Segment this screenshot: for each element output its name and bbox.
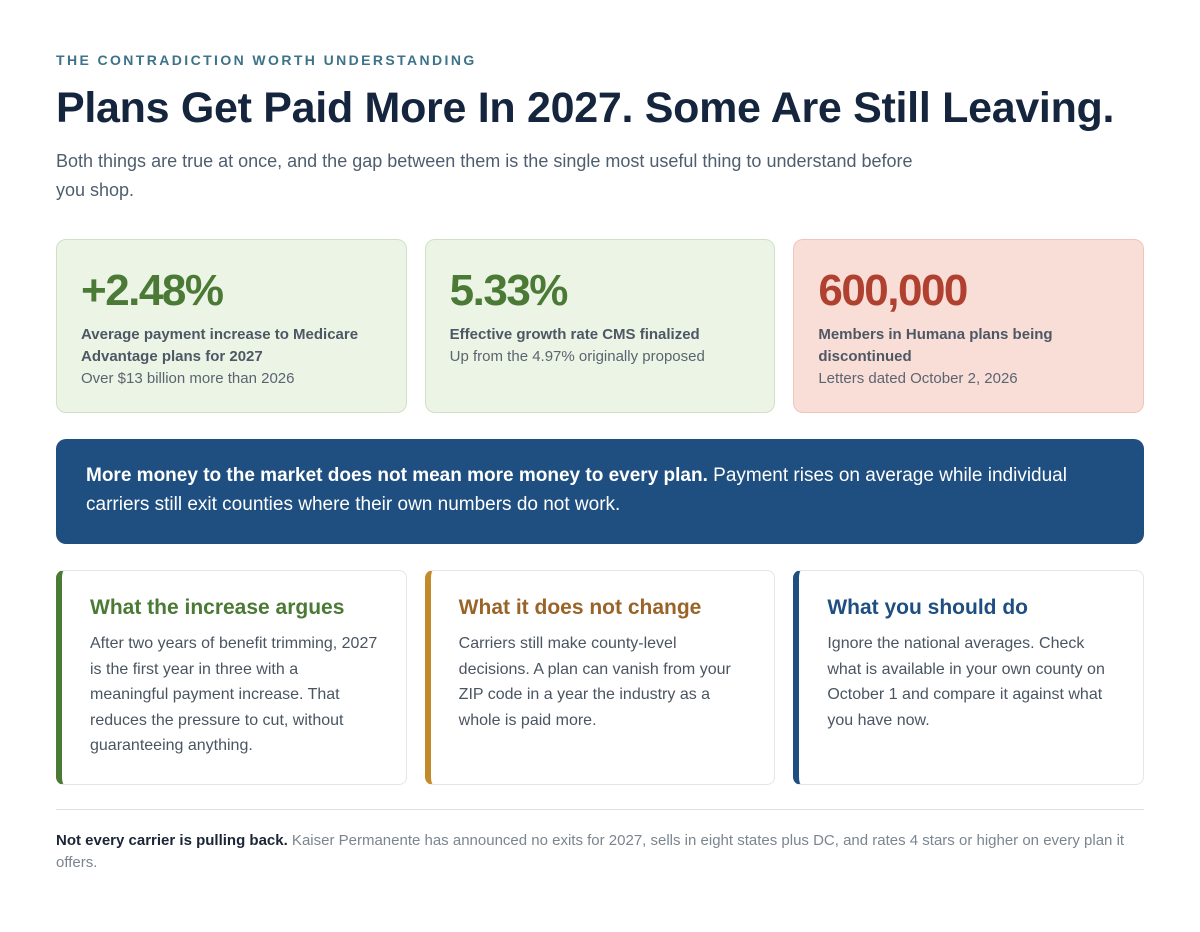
footnote-text: Kaiser Permanente has announced no exits… — [56, 832, 1125, 871]
divider — [56, 809, 1144, 810]
stat-value: +2.48% — [81, 266, 224, 315]
stat-label: Members in Humana plans being discontinu… — [818, 326, 1053, 365]
column-does-not-change: What it does not change Carriers still m… — [424, 570, 776, 785]
column-increase-argues: What the increase argues After two years… — [56, 570, 407, 785]
banner-bold-text: More money to the market does not mean m… — [86, 465, 708, 486]
stat-note: Up from the 4.97% originally proposed — [449, 348, 705, 365]
stat-label: Effective growth rate CMS finalized — [449, 326, 700, 343]
column-title: What you should do — [827, 596, 1028, 619]
stat-note: Letters dated October 2, 2026 — [818, 370, 1018, 387]
column-title: What it does not change — [458, 596, 702, 619]
stat-label: Average payment increase to Medicare Adv… — [81, 326, 359, 365]
stat-value: 600,000 — [818, 266, 968, 315]
banner-text: Payment rises on average while individua… — [86, 465, 1067, 515]
column-body: After two years of benefit trimming, 202… — [90, 635, 378, 754]
stat-card-payment-increase: +2.48% Average payment increase to Medic… — [56, 239, 407, 413]
stat-card-growth-rate: 5.33% Effective growth rate CMS finalize… — [424, 239, 776, 413]
stat-cards: +2.48% Average payment increase to Medic… — [56, 239, 1145, 413]
footnote-bold-text: Not every carrier is pulling back. — [56, 832, 288, 849]
column-what-to-do: What you should do Ignore the national a… — [793, 570, 1145, 785]
key-message-banner: More money to the market does not mean m… — [56, 439, 1144, 544]
page-title: Plans Get Paid More In 2027. Some Are St… — [56, 84, 1115, 132]
stat-card-humana-members: 600,000 Members in Humana plans being di… — [793, 239, 1145, 413]
stat-value: 5.33% — [449, 266, 569, 315]
explainer-columns: What the increase argues After two years… — [56, 570, 1145, 785]
column-body: Carriers still make county-level decisio… — [458, 635, 731, 729]
page-subtitle: Both things are true at once, and the ga… — [56, 151, 913, 200]
footnote: Not every carrier is pulling back. Kaise… — [56, 830, 1144, 874]
column-body: Ignore the national averages. Check what… — [827, 635, 1105, 729]
eyebrow-label: THE CONTRADICTION WORTH UNDERSTANDING — [56, 52, 477, 68]
column-title: What the increase argues — [90, 596, 345, 619]
stat-note: Over $13 billion more than 2026 — [81, 370, 295, 387]
